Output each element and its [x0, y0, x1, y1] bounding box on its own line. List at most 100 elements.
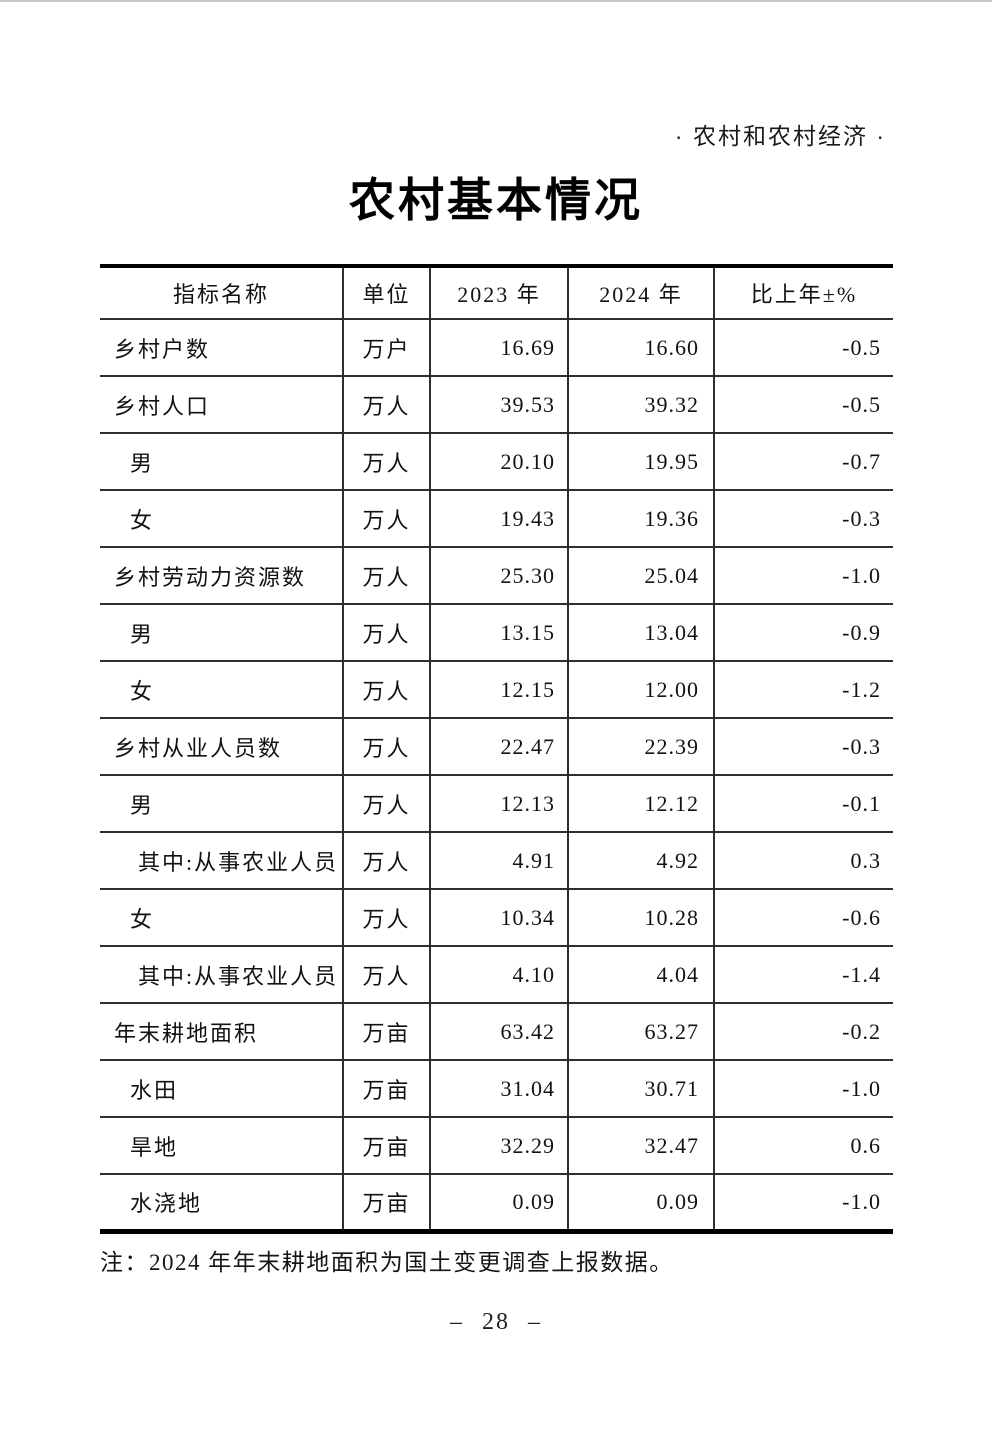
- cell-indicator: 水浇地: [100, 1174, 344, 1232]
- cell-y2023: 39.53: [430, 376, 569, 435]
- cell-change: -0.3: [714, 490, 893, 549]
- table-row: 男万人 13.15 13.04 -0.9: [100, 604, 893, 663]
- cell-change: -0.5: [714, 376, 893, 435]
- cell-unit: 万人: [343, 832, 431, 891]
- cell-y2024: 39.32: [568, 376, 715, 435]
- cell-y2023: 12.15: [430, 661, 569, 720]
- cell-unit: 万人: [343, 718, 431, 777]
- table-row: 水田 万亩 31.04 30.71 -1.0: [100, 1060, 893, 1119]
- cell-y2024: 30.71: [568, 1060, 715, 1119]
- cell-change: -0.1: [714, 775, 893, 834]
- cell-y2023: 32.29: [430, 1117, 569, 1176]
- cell-indicator: 男: [100, 433, 344, 492]
- rural-basic-stats-table: 指标名称 单位 2023 年 2024 年比上年±% 乡村户数 万户 16.69 16.60…: [100, 264, 893, 1234]
- cell-change: -1.2: [714, 661, 893, 720]
- cell-indicator: 乡村户数: [100, 319, 344, 378]
- table-row: 旱地 万亩 32.29 32.47 0.6: [100, 1117, 893, 1176]
- cell-change: -0.3: [714, 718, 893, 777]
- cell-y2024: 16.60: [568, 319, 715, 378]
- table-row: 其中:从事农业人员 万人 4.10 4.04 -1.4: [100, 946, 893, 1005]
- cell-y2024: 25.04: [568, 547, 715, 606]
- cell-change: -1.0: [714, 547, 893, 606]
- cell-unit: 万户: [343, 319, 431, 378]
- cell-change: -1.0: [714, 1060, 893, 1119]
- page-title: 农村基本情况: [349, 175, 643, 226]
- cell-y2023: 0.09: [430, 1174, 569, 1232]
- column-header-1: 单位: [343, 266, 431, 321]
- cell-change: -0.2: [714, 1003, 893, 1062]
- cell-y2024: 4.04: [568, 946, 715, 1005]
- cell-indicator: 男: [100, 775, 344, 834]
- cell-indicator: 男: [100, 604, 344, 663]
- column-header-3: 2024 年: [568, 266, 715, 321]
- cell-y2024: 19.95: [568, 433, 715, 492]
- cell-y2023: 19.43: [430, 490, 569, 549]
- cell-indicator: 女: [100, 889, 344, 948]
- table-row: 女万人 12.15 12.00 -1.2: [100, 661, 893, 720]
- cell-y2023: 13.15: [430, 604, 569, 663]
- cell-unit: 万亩: [343, 1060, 431, 1119]
- table-row: 女万人 19.43 19.36 -0.3: [100, 490, 893, 549]
- cell-y2023: 12.13: [430, 775, 569, 834]
- table-row: 男万人 12.13 12.12 -0.1: [100, 775, 893, 834]
- cell-y2023: 10.34: [430, 889, 569, 948]
- cell-unit: 万人: [343, 376, 431, 435]
- document-page: · 农村和农村经济 · 农村基本情况 指标名称 单位 2023 年 2024 年比上年…: [0, 117, 992, 1336]
- cell-change: -0.5: [714, 319, 893, 378]
- cell-change: -0.6: [714, 889, 893, 948]
- cell-change: 0.3: [714, 832, 893, 891]
- cell-y2024: 4.92: [568, 832, 715, 891]
- table-row: 男万人 20.10 19.95 -0.7: [100, 433, 893, 492]
- cell-unit: 万人: [343, 433, 431, 492]
- cell-y2024: 13.04: [568, 604, 715, 663]
- cell-y2023: 63.42: [430, 1003, 569, 1062]
- cell-indicator: 其中:从事农业人员: [100, 832, 344, 891]
- cell-y2023: 22.47: [430, 718, 569, 777]
- table-row: 乡村从业人员数 万人 22.47 22.39 -0.3: [100, 718, 893, 777]
- cell-change: -1.0: [842, 1188, 881, 1214]
- column-header-0: 指标名称: [100, 266, 344, 321]
- cell-change: -0.7: [714, 433, 893, 492]
- page-number: – 28 –: [450, 1308, 542, 1335]
- column-header-4: 比上年±%: [714, 266, 893, 321]
- cell-y2023: 25.30: [430, 547, 569, 606]
- cell-y2023: 20.10: [430, 433, 569, 492]
- table-header-row: 指标名称 单位 2023 年 2024 年比上年±%: [100, 266, 893, 321]
- cell-y2024: 0.09: [568, 1174, 715, 1232]
- cell-change: -1.4: [714, 946, 893, 1005]
- table-row: 乡村人口 万人 39.53 39.32 -0.5: [100, 376, 893, 435]
- table-row: 水浇地 万亩 0.09 0.09 -1.0: [100, 1174, 893, 1232]
- cell-indicator: 年末耕地面积: [100, 1003, 344, 1062]
- cell-unit: 万人: [343, 661, 431, 720]
- cell-unit: 万亩: [343, 1117, 431, 1176]
- column-header-2: 2023 年: [430, 266, 569, 321]
- cell-y2024: 12.00: [568, 661, 715, 720]
- cell-y2024: 22.39: [568, 718, 715, 777]
- cell-y2024: 63.27: [568, 1003, 715, 1062]
- cell-unit: 万人: [343, 889, 431, 948]
- cell-indicator: 乡村劳动力资源数: [100, 547, 344, 606]
- cell-unit: 万亩: [343, 1174, 431, 1232]
- footnote: 注：2024 年年末耕地面积为国土变更调查上报数据。: [100, 1249, 674, 1275]
- cell-indicator: 女: [100, 490, 344, 549]
- cell-y2024: 10.28: [568, 889, 715, 948]
- table-row: 其中:从事农业人员 万人 4.91 4.92 0.3: [100, 832, 893, 891]
- cell-change: 0.6: [714, 1117, 893, 1176]
- cell-y2024: 19.36: [568, 490, 715, 549]
- cell-unit: 万人: [343, 490, 431, 549]
- cell-unit: 万亩: [343, 1003, 431, 1062]
- cell-indicator: 旱地: [100, 1117, 344, 1176]
- cell-change: -0.9: [714, 604, 893, 663]
- cell-indicator: 乡村人口: [100, 376, 344, 435]
- section-label: · 农村和农村经济 ·: [674, 123, 886, 149]
- cell-indicator: 女: [100, 661, 344, 720]
- cell-y2023: 16.69: [430, 319, 569, 378]
- cell-indicator: 乡村从业人员数: [100, 718, 344, 777]
- cell-y2023: 4.10: [430, 946, 569, 1005]
- table-row: 年末耕地面积 万亩 63.42 63.27 -0.2: [100, 1003, 893, 1062]
- cell-y2024: 32.47: [568, 1117, 715, 1176]
- cell-unit: 万人: [343, 547, 431, 606]
- cell-indicator: 水田: [100, 1060, 344, 1119]
- table-row: 女万人 10.34 10.28 -0.6: [100, 889, 893, 948]
- cell-unit: 万人: [343, 775, 431, 834]
